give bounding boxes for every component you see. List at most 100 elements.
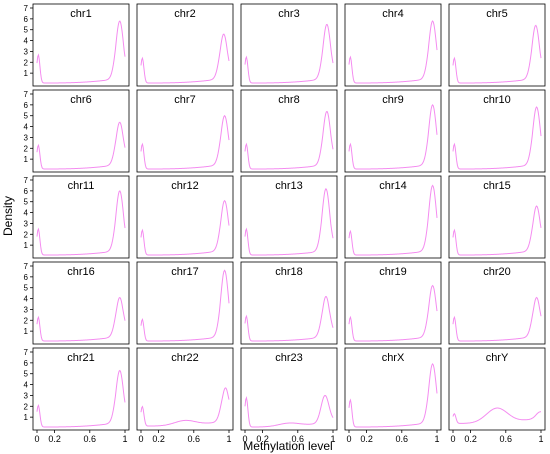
x-tick-label: 1 bbox=[122, 434, 127, 444]
y-tick-label: 7 bbox=[24, 4, 29, 13]
y-tick-label: 4 bbox=[24, 209, 29, 218]
y-tick-label: 5 bbox=[24, 284, 29, 293]
panel-chrX: chrX 0 0.2 0.6 1 bbox=[344, 347, 442, 444]
panel-chr4: chr4 bbox=[344, 3, 442, 87]
y-tick-label: 6 bbox=[24, 273, 29, 282]
x-tick-label: 0 bbox=[138, 434, 143, 444]
panel-frame bbox=[448, 89, 546, 173]
panel-title: chr19 bbox=[379, 266, 407, 278]
panel-frame bbox=[32, 347, 130, 431]
x-tick-label: 1 bbox=[330, 434, 335, 444]
panel-title: chr13 bbox=[275, 180, 303, 192]
density-line bbox=[244, 23, 334, 84]
panel-frame bbox=[448, 261, 546, 345]
density-line bbox=[140, 199, 230, 256]
panel-title: chr17 bbox=[171, 266, 199, 278]
y-tick-label: 6 bbox=[24, 187, 29, 196]
density-line bbox=[140, 269, 230, 342]
panel-chr7: chr7 bbox=[136, 89, 234, 173]
y-tick-label: 2 bbox=[24, 230, 29, 239]
panel-title: chr20 bbox=[483, 266, 511, 278]
panel-title: chr16 bbox=[67, 266, 95, 278]
y-tick-label: 3 bbox=[24, 133, 29, 142]
density-line bbox=[452, 407, 542, 424]
panel-frame bbox=[136, 347, 234, 431]
panel-frame bbox=[32, 3, 130, 87]
density-line bbox=[244, 394, 334, 428]
panel-chrY: chrY 0 0.2 0.6 1 bbox=[448, 347, 546, 444]
panel-title: chr6 bbox=[70, 94, 91, 106]
panel-chr12: chr12 bbox=[136, 175, 234, 259]
x-tick-label: 0.6 bbox=[292, 434, 305, 444]
y-tick-label: 1 bbox=[24, 241, 29, 250]
density-line bbox=[348, 20, 438, 84]
panel-title: chr4 bbox=[382, 8, 403, 20]
panel-frame bbox=[32, 89, 130, 173]
x-tick-label: 0 bbox=[34, 434, 39, 444]
panel-chr19: chr19 bbox=[344, 261, 442, 345]
panel-title: chr5 bbox=[486, 8, 507, 20]
panel-chr9: chr9 bbox=[344, 89, 442, 173]
panel-frame bbox=[136, 175, 234, 259]
panel-chr8: chr8 bbox=[240, 89, 338, 173]
panel-title: chr14 bbox=[379, 180, 407, 192]
y-tick-label: 3 bbox=[24, 219, 29, 228]
x-tick-label: 0.2 bbox=[152, 434, 165, 444]
panel-frame bbox=[344, 261, 442, 345]
panel-chr18: chr18 bbox=[240, 261, 338, 345]
y-tick-label: 3 bbox=[24, 391, 29, 400]
density-line bbox=[36, 20, 126, 84]
y-tick-label: 1 bbox=[24, 69, 29, 78]
y-axis-label: Density bbox=[1, 196, 15, 236]
panel-title: chr18 bbox=[275, 266, 303, 278]
panel-title: chr8 bbox=[278, 94, 299, 106]
panel-title: chr22 bbox=[171, 352, 199, 364]
panel-frame bbox=[448, 347, 546, 431]
x-tick-label: 1 bbox=[538, 434, 543, 444]
density-line bbox=[244, 110, 334, 170]
y-tick-label: 2 bbox=[24, 144, 29, 153]
panel-title: chr1 bbox=[70, 8, 91, 20]
y-tick-label: 5 bbox=[24, 112, 29, 121]
x-tick-label: 0 bbox=[242, 434, 247, 444]
panel-frame bbox=[344, 175, 442, 259]
y-tick-label: 4 bbox=[24, 123, 29, 132]
y-tick-label: 1 bbox=[24, 155, 29, 164]
panel-chr5: chr5 bbox=[448, 3, 546, 87]
y-tick-label: 2 bbox=[24, 316, 29, 325]
x-tick-label: 0.6 bbox=[500, 434, 513, 444]
panel-title: chrX bbox=[382, 352, 405, 364]
y-tick-label: 7 bbox=[24, 348, 29, 357]
panel-frame bbox=[448, 175, 546, 259]
density-line bbox=[36, 190, 126, 256]
panel-chr21: chr21 1 2 34 5 6 7 0 0.2 0.6 1 bbox=[24, 347, 130, 444]
density-line bbox=[36, 296, 126, 342]
y-tick-label: 7 bbox=[24, 90, 29, 99]
panel-title: chr21 bbox=[67, 352, 95, 364]
density-line bbox=[36, 369, 126, 428]
density-line bbox=[452, 106, 542, 170]
panel-chr13: chr13 bbox=[240, 175, 338, 259]
panel-frame bbox=[240, 261, 338, 345]
y-tick-label: 3 bbox=[24, 47, 29, 56]
density-line bbox=[348, 363, 438, 428]
panel-title: chr3 bbox=[278, 8, 299, 20]
panel-chr6: chr6 1 2 34 5 6 7 bbox=[24, 89, 130, 173]
x-tick-label: 0.6 bbox=[396, 434, 409, 444]
panel-title: chr11 bbox=[68, 180, 95, 192]
y-tick-label: 1 bbox=[24, 327, 29, 336]
panel-chr22: chr22 0 0.2 0.6 1 bbox=[136, 347, 234, 444]
y-tick-label: 2 bbox=[24, 402, 29, 411]
density-line bbox=[452, 205, 542, 256]
panel-chr23: chr23 0 0.2 0.6 1 bbox=[240, 347, 338, 444]
panel-title: chr12 bbox=[171, 180, 199, 192]
panel-chr14: chr14 bbox=[344, 175, 442, 259]
x-tick-label: 1 bbox=[434, 434, 439, 444]
panel-title: chr7 bbox=[174, 94, 195, 106]
panel-chr17: chr17 bbox=[136, 261, 234, 345]
y-tick-label: 4 bbox=[24, 37, 29, 46]
x-tick-label: 0 bbox=[346, 434, 351, 444]
x-tick-label: 1 bbox=[226, 434, 231, 444]
density-line bbox=[244, 188, 334, 256]
